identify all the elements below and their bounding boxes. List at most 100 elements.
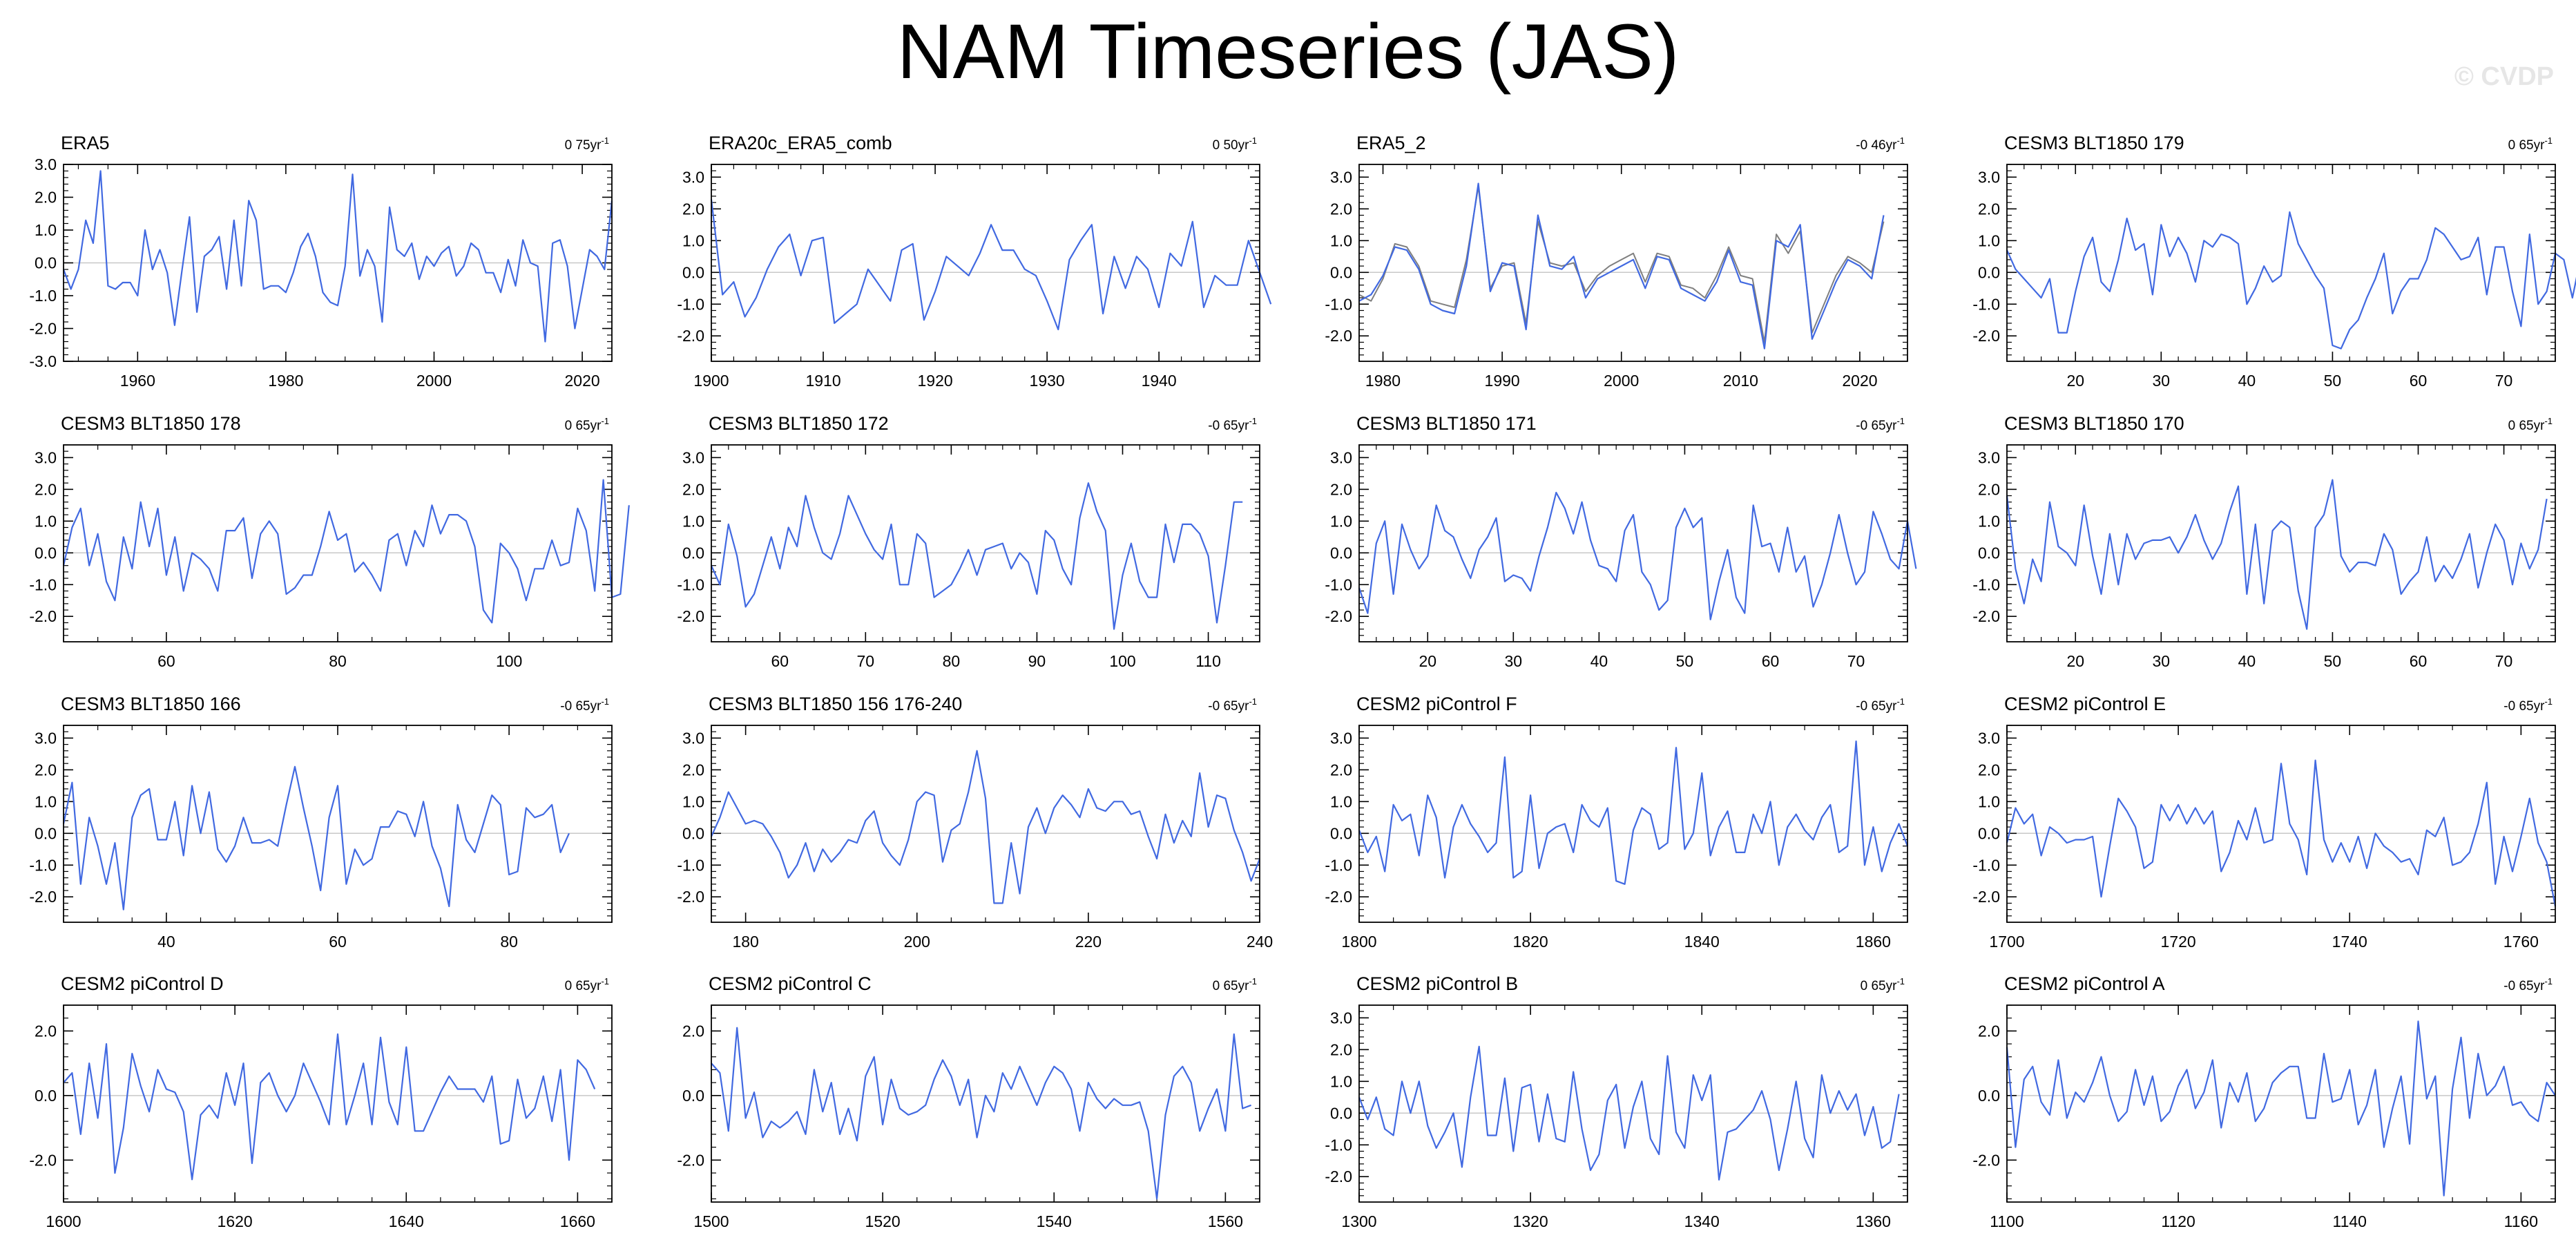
plot-frame (2006, 725, 2556, 923)
y-tick-label: -1.0 (1325, 1136, 1352, 1154)
y-tick-label: 3.0 (1330, 448, 1352, 466)
y-tick-label: 0.0 (1978, 263, 2000, 281)
panel-title: CESM2 piControl E (2004, 694, 2166, 714)
trend-unit-superscript: -1 (601, 696, 609, 707)
y-tick-label: -1.0 (677, 575, 704, 593)
y-tick-label: -3.0 (29, 352, 57, 370)
chart-panel: CESM3 BLT1850 172 -0 65yr-1 -2.0 -1.0 0.0 1.0… (677, 413, 1260, 670)
x-tick-label: 30 (2153, 652, 2171, 670)
x-tick-label: 1940 (1142, 372, 1177, 390)
x-tick-label: 1980 (1365, 372, 1401, 390)
chart-panel: ERA20c_ERA5_comb 0 50yr-1 -2.0 -1.0 0.0 1.0 2.… (677, 133, 1272, 390)
series-line (1358, 182, 1885, 350)
chart-panel: CESM2 piControl A -0 65yr-1 -2.0 0.0 2.0 1100… (1972, 973, 2556, 1230)
series-line (1358, 1045, 1900, 1181)
series-line (710, 750, 1261, 904)
x-tick-label: 220 (1075, 933, 1102, 951)
panel-trend: 0 65yr-1 (1861, 976, 1905, 993)
x-tick-label: 1640 (389, 1212, 424, 1230)
series-line (710, 482, 1243, 630)
y-tick-label: 3.0 (35, 155, 57, 173)
y-tick-label: 2.0 (682, 200, 704, 218)
y-tick-label: 3.0 (1978, 448, 2000, 466)
y-tick-label: 2.0 (1978, 200, 2000, 218)
y-tick-label: 2.0 (35, 761, 57, 779)
plot-frame (2006, 444, 2556, 642)
x-tick-label: 1500 (693, 1212, 729, 1230)
trend-unit-superscript: -1 (1249, 416, 1257, 426)
x-tick-label: 2020 (564, 372, 599, 390)
x-tick-label: 2000 (1604, 372, 1639, 390)
y-tick-label: -2.0 (1325, 607, 1352, 625)
x-tick-label: 40 (2238, 372, 2256, 390)
x-tick-label: 1720 (2161, 933, 2196, 951)
y-tick-label: 3.0 (1330, 168, 1352, 186)
y-tick-label: 1.0 (35, 512, 57, 530)
x-tick-label: 60 (2410, 372, 2428, 390)
x-tick-label: 70 (857, 652, 875, 670)
y-tick-label: -1.0 (1972, 856, 2000, 874)
y-tick-label: -1.0 (677, 295, 704, 313)
y-tick-label: 3.0 (1978, 168, 2000, 186)
chart-panel: CESM2 piControl E -0 65yr-1 -2.0 -1.0 0.0 1.0… (1972, 694, 2557, 951)
y-tick-label: 2.0 (1330, 200, 1352, 218)
x-tick-label: 40 (1590, 652, 1608, 670)
y-tick-label: -2.0 (29, 607, 57, 625)
plot-frame (1358, 164, 1908, 362)
chart-panel: CESM2 piControl F -0 65yr-1 -2.0 -1.0 0.0 1.0… (1325, 694, 1909, 951)
x-tick-label: 1920 (917, 372, 952, 390)
y-tick-label: 2.0 (682, 1022, 704, 1040)
trend-unit-superscript: -1 (1896, 696, 1905, 707)
y-tick-label: 1.0 (682, 231, 704, 249)
y-tick-label: -2.0 (677, 607, 704, 625)
x-tick-label: 60 (771, 652, 789, 670)
y-tick-label: 0.0 (1330, 1104, 1352, 1122)
y-tick-label: 0.0 (682, 263, 704, 281)
y-tick-label: 1.0 (1330, 512, 1352, 530)
x-tick-label: 1700 (1989, 933, 2024, 951)
y-tick-label: 1.0 (35, 792, 57, 810)
x-tick-label: 2000 (416, 372, 452, 390)
panel-title: ERA5 (61, 133, 110, 153)
trend-unit-superscript: -1 (1896, 976, 1905, 987)
chart-panel: ERA5_2 -0 46yr-1 -2.0 -1.0 0.0 1.0 2.0 3.0 1980 1… (1325, 133, 1908, 390)
x-tick-label: 50 (2324, 372, 2342, 390)
plot-frame (63, 725, 613, 923)
trend-unit-superscript: -1 (1249, 976, 1257, 987)
x-tick-label: 80 (943, 652, 961, 670)
x-tick-label: 40 (157, 933, 175, 951)
y-tick-label: -2.0 (677, 888, 704, 906)
x-tick-label: 80 (329, 652, 347, 670)
panel-trend: -0 65yr-1 (1856, 416, 1905, 433)
plot-frame (711, 1004, 1260, 1203)
x-tick-label: 1740 (2332, 933, 2367, 951)
y-tick-label: 0.0 (35, 1087, 57, 1105)
x-tick-label: 1540 (1037, 1212, 1072, 1230)
y-tick-label: -1.0 (1325, 295, 1352, 313)
x-tick-label: 180 (732, 933, 758, 951)
page-title: NAM Timeseries (JAS) (896, 8, 1680, 95)
cvdp-watermark: © CVDP (2454, 62, 2554, 91)
x-tick-label: 1860 (1856, 933, 1891, 951)
trend-unit-superscript: -1 (601, 976, 609, 987)
series-line (62, 765, 570, 911)
y-tick-label: -2.0 (1972, 607, 2000, 625)
x-tick-label: 1140 (2333, 1212, 2367, 1230)
x-tick-label: 1160 (2504, 1212, 2538, 1230)
series-line (710, 199, 1272, 331)
y-tick-label: 2.0 (682, 761, 704, 779)
panel-title: CESM2 piControl D (61, 973, 224, 994)
x-tick-label: 80 (500, 933, 518, 951)
x-tick-label: 50 (1676, 652, 1694, 670)
y-tick-label: 0.0 (35, 544, 57, 562)
series-line (1358, 740, 1909, 885)
panel-title: CESM3 BLT1850 171 (1356, 413, 1537, 434)
x-tick-label: 70 (2495, 372, 2513, 390)
x-tick-label: 1600 (46, 1212, 81, 1230)
x-tick-label: 2010 (1723, 372, 1758, 390)
panel-trend: -0 65yr-1 (1856, 696, 1905, 714)
trend-unit-superscript: -1 (601, 135, 609, 146)
trend-unit-superscript: -1 (2544, 976, 2553, 987)
plot-frame (711, 444, 1260, 642)
panel-trend: 0 65yr-1 (1213, 976, 1257, 993)
